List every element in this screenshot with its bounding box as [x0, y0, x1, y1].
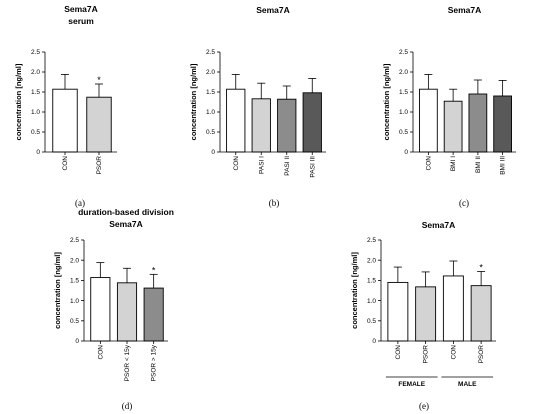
y-tick-label: 1.5	[31, 89, 40, 96]
bar-e-2	[442, 275, 464, 342]
y-tick-label: 2.5	[206, 49, 215, 56]
chart-title: Sema7A	[64, 4, 98, 14]
y-tick-label: 0	[404, 149, 408, 156]
category-label: PSOR < 15y	[124, 344, 131, 381]
y-tick-label: 1.0	[367, 298, 376, 305]
bar-d-2	[143, 287, 164, 342]
y-tick-label: 2.0	[31, 69, 40, 76]
category-label: BMI III	[500, 156, 507, 175]
chart-subtitle: serum	[68, 16, 94, 26]
category-label: PASI III	[309, 156, 316, 178]
bar-c-2	[468, 93, 488, 153]
bar-b-0	[226, 88, 246, 153]
y-tick-label: 0.5	[70, 318, 79, 325]
y-tick-label: 1.0	[206, 109, 215, 116]
y-axis-label: concentration [ng/ml]	[382, 63, 391, 140]
chart-subtitle: Sema7A	[109, 219, 143, 229]
y-tick-label: 1.5	[70, 278, 79, 285]
y-tick-label: 2.5	[399, 49, 408, 56]
chart-c: Sema7A 0 0.5 1.0 1.5 2.0 2.5 concentration [ng/…	[382, 5, 516, 208]
panel-label: (d)	[122, 401, 133, 411]
chart-e: Sema7A 0 0.5 1.0 1.5 2.0 2.5 concentration [ng/…	[350, 220, 496, 411]
y-tick-label: 0.5	[206, 129, 215, 136]
y-tick-label: 1.5	[206, 89, 215, 96]
group-label: FEMALE	[398, 381, 425, 388]
bar-e-3	[470, 285, 492, 342]
y-tick-label: 1.0	[399, 109, 408, 116]
y-axis-label: concentration [ng/ml]	[350, 252, 359, 329]
y-tick-label: 2.0	[367, 257, 376, 264]
category-label: PSOR	[478, 345, 485, 364]
chart-title: Sema7A	[448, 5, 482, 15]
y-tick-label: 0.5	[31, 129, 40, 136]
bar-d-1	[116, 282, 138, 342]
bar-c-3	[493, 95, 512, 153]
bar-e-1	[415, 286, 437, 342]
panel-label: (e)	[419, 401, 429, 411]
bar-c-1	[443, 100, 463, 153]
category-label: CON	[450, 345, 457, 360]
category-label: CON	[62, 156, 69, 171]
y-tick-label: 2.0	[206, 69, 215, 76]
y-tick-label: 0	[211, 149, 215, 156]
bar-e-0	[387, 281, 409, 342]
chart-title: Sema7A	[422, 220, 456, 230]
y-tick-label: 1.5	[399, 89, 408, 96]
y-tick-label: 1.5	[367, 278, 376, 285]
category-label: CON	[233, 156, 240, 171]
y-tick-label: 2.5	[31, 49, 40, 56]
category-label: PSOR	[96, 156, 103, 175]
category-label: PSOR	[423, 345, 430, 364]
y-tick-label: 0	[36, 149, 40, 156]
y-tick-label: 1.0	[31, 109, 40, 116]
bar-b-3	[302, 92, 322, 153]
y-axis-label: concentration [ng/ml]	[14, 63, 23, 140]
category-label: CON	[395, 345, 402, 360]
y-tick-label: 2.5	[70, 237, 79, 244]
chart-a: Sema7A serum 0 0.5 1.0 1.5 2.0 2.5 concentration…	[14, 4, 117, 208]
category-label: CON	[425, 156, 432, 171]
y-axis-label: concentration [ng/ml]	[53, 252, 62, 329]
chart-title: duration-based division	[78, 207, 174, 217]
significance-marker: *	[97, 75, 101, 85]
bar-d-0	[90, 277, 111, 342]
significance-marker: *	[152, 265, 156, 275]
y-tick-label: 0	[372, 338, 376, 345]
y-tick-label: 1.0	[70, 298, 79, 305]
bar-b-1	[251, 98, 271, 153]
category-label: PASI I	[258, 156, 265, 174]
bar-a-1	[86, 96, 112, 153]
significance-marker: *	[479, 263, 483, 273]
category-label: BMI II	[475, 156, 482, 173]
category-label: CON	[97, 345, 104, 360]
bar-b-2	[277, 98, 297, 153]
y-tick-label: 2.5	[367, 237, 376, 244]
chart-d: duration-based division Sema7A 0 0.5 1.0 1.5 2…	[53, 207, 174, 411]
y-tick-label: 0.5	[367, 318, 376, 325]
category-label: PASI II	[284, 156, 291, 176]
panel-label: (a)	[75, 198, 85, 208]
panel-label: (b)	[269, 198, 280, 208]
chart-b: Sema7A 0 0.5 1.0 1.5 2.0 2.5 concentration [ng/…	[189, 5, 326, 208]
bar-a-0	[52, 88, 78, 153]
bar-c-0	[419, 88, 438, 153]
y-tick-label: 2.0	[70, 257, 79, 264]
category-label: PSOR > 15y	[151, 344, 158, 381]
category-label: BMI I	[450, 156, 457, 171]
y-axis-label: concentration [ng/ml]	[189, 63, 198, 140]
y-tick-label: 0.5	[399, 129, 408, 136]
y-tick-label: 0	[75, 338, 79, 345]
group-label: MALE	[458, 381, 477, 388]
panel-label: (c)	[459, 198, 469, 208]
chart-title: Sema7A	[256, 5, 290, 15]
y-tick-label: 2.0	[399, 69, 408, 76]
